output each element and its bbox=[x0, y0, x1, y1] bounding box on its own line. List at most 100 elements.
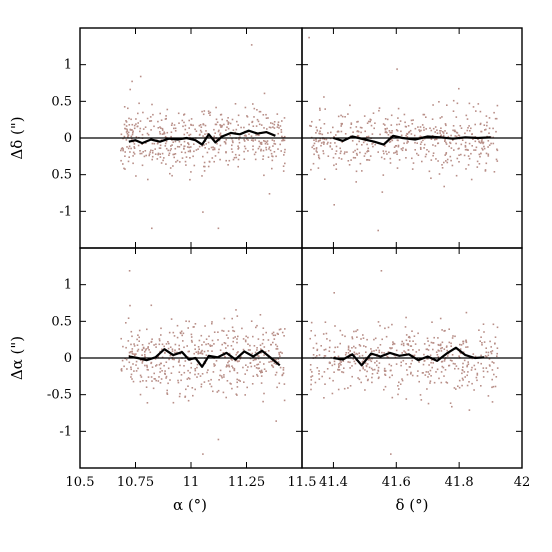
scatter-point bbox=[359, 126, 362, 129]
scatter-point bbox=[168, 331, 171, 334]
scatter-point bbox=[372, 145, 374, 148]
x-tick-label: 41.4 bbox=[319, 475, 348, 490]
scatter-point bbox=[432, 104, 434, 106]
scatter-point bbox=[158, 364, 161, 366]
scatter-point bbox=[197, 350, 200, 353]
scatter-point bbox=[393, 146, 396, 148]
scatter-point bbox=[136, 125, 139, 128]
scatter-point bbox=[208, 148, 210, 150]
scatter-point bbox=[418, 129, 420, 131]
scatter-point bbox=[310, 168, 312, 171]
scatter-point bbox=[492, 127, 494, 130]
scatter-point bbox=[135, 118, 137, 120]
scatter-point bbox=[185, 388, 187, 391]
scatter-point bbox=[127, 131, 130, 134]
scatter-point bbox=[444, 138, 446, 141]
scatter-point bbox=[127, 160, 130, 163]
scatter-point bbox=[227, 164, 229, 166]
scatter-point bbox=[219, 124, 221, 126]
scatter-point bbox=[470, 152, 472, 155]
scatter-point bbox=[407, 344, 410, 346]
scatter-point bbox=[146, 117, 149, 120]
scatter-point bbox=[191, 341, 193, 343]
scatter-point bbox=[476, 374, 479, 376]
scatter-point bbox=[202, 211, 204, 213]
scatter-point bbox=[226, 119, 228, 122]
scatter-point bbox=[314, 381, 317, 384]
scatter-point bbox=[462, 362, 464, 365]
scatter-point bbox=[263, 368, 266, 370]
scatter-point bbox=[368, 159, 371, 161]
scatter-point bbox=[217, 331, 219, 333]
scatter-point bbox=[160, 378, 163, 380]
scatter-point bbox=[189, 149, 191, 152]
scatter-point bbox=[221, 343, 223, 346]
scatter-point bbox=[145, 348, 148, 350]
scatter-point bbox=[491, 386, 493, 389]
scatter-point bbox=[166, 389, 168, 392]
scatter-point bbox=[345, 352, 347, 354]
scatter-point bbox=[403, 142, 405, 145]
scatter-point bbox=[351, 140, 354, 142]
scatter-point bbox=[174, 343, 177, 346]
scatter-point bbox=[268, 193, 271, 195]
scatter-point bbox=[378, 349, 381, 352]
scatter-point bbox=[417, 370, 419, 372]
scatter-point bbox=[436, 129, 438, 131]
scatter-point bbox=[376, 372, 379, 374]
scatter-point bbox=[318, 378, 321, 380]
scatter-point bbox=[378, 351, 380, 354]
scatter-point bbox=[151, 142, 154, 145]
scatter-point bbox=[273, 142, 275, 145]
scatter-point bbox=[318, 354, 321, 356]
scatter-point bbox=[459, 125, 462, 127]
scatter-point bbox=[450, 159, 452, 162]
scatter-point bbox=[130, 343, 132, 346]
scatter-point bbox=[202, 135, 204, 137]
scatter-point bbox=[417, 332, 419, 335]
scatter-point bbox=[151, 380, 153, 382]
scatter-point bbox=[494, 343, 496, 345]
scatter-point bbox=[252, 148, 254, 151]
scatter-point bbox=[184, 124, 187, 127]
scatter-point bbox=[405, 363, 407, 365]
scatter-point bbox=[446, 104, 448, 106]
scatter-point bbox=[241, 327, 243, 330]
scatter-point bbox=[234, 103, 237, 105]
scatter-point bbox=[316, 367, 319, 369]
scatter-point bbox=[187, 150, 190, 153]
scatter-point bbox=[279, 143, 281, 146]
scatter-point bbox=[458, 87, 460, 90]
scatter-point bbox=[156, 158, 159, 160]
scatter-point bbox=[217, 438, 220, 441]
scatter-point bbox=[386, 127, 388, 130]
scatter-point bbox=[386, 118, 389, 121]
scatter-point bbox=[437, 142, 440, 144]
scatter-point bbox=[446, 382, 449, 384]
scatter-point bbox=[203, 110, 206, 112]
scatter-point bbox=[260, 369, 263, 372]
scatter-point bbox=[275, 363, 277, 365]
scatter-point bbox=[247, 343, 249, 345]
scatter-point bbox=[282, 372, 285, 374]
scatter-point bbox=[445, 160, 447, 162]
scatter-point bbox=[252, 145, 254, 147]
scatter-point bbox=[409, 129, 412, 132]
scatter-point bbox=[494, 117, 497, 120]
panel-bottom-right: 41.4 41.6 41.8 42 bbox=[301, 247, 530, 490]
scatter-point bbox=[272, 334, 275, 337]
scatter-point bbox=[404, 351, 407, 353]
scatter-point bbox=[189, 371, 191, 374]
scatter-point bbox=[181, 157, 184, 159]
scatter-point bbox=[439, 343, 442, 346]
scatter-point bbox=[391, 131, 393, 134]
scatter-point bbox=[270, 360, 272, 363]
scatter-point bbox=[128, 156, 130, 158]
scatter-point bbox=[391, 130, 393, 132]
scatter-point bbox=[444, 369, 447, 371]
scatter-point bbox=[335, 150, 338, 152]
scatter-point bbox=[159, 156, 162, 158]
scatter-point bbox=[361, 361, 364, 363]
scatter-point bbox=[310, 376, 312, 378]
scatter-point bbox=[268, 361, 270, 363]
